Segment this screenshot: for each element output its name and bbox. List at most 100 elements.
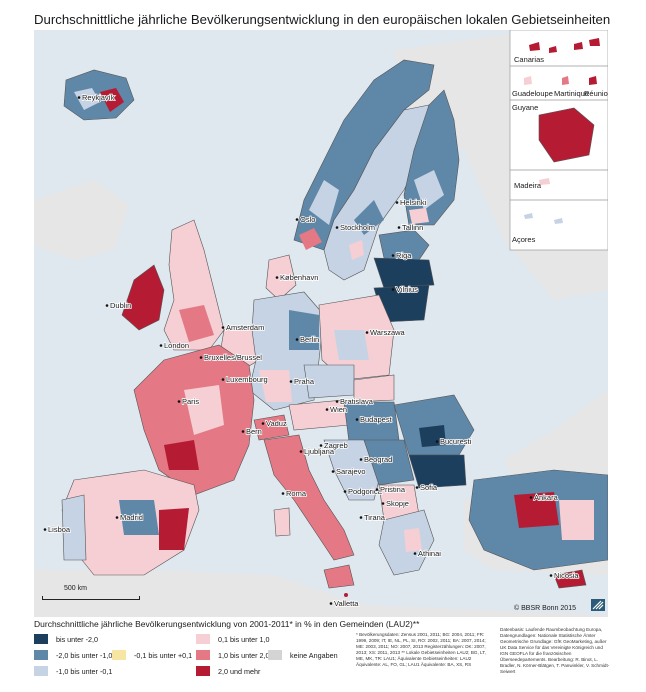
legend-item: -1,0 bis unter -0,1 [34, 666, 112, 676]
city-label: Berlin [300, 335, 319, 344]
legend-item: -0,1 bis unter +0,1 [112, 650, 192, 660]
city-label: Bruxelles/Brussel [204, 353, 262, 362]
legend-label: 2,0 und mehr [218, 666, 261, 676]
city-label: Skopje [386, 499, 409, 508]
city-label: Vilnius [396, 285, 418, 294]
city-marker [391, 254, 395, 257]
city-label: Ankara [534, 493, 559, 502]
source-notes: Datenbasis: Laufende Raumbeobachtung Eur… [500, 627, 610, 674]
city-marker [375, 488, 379, 491]
city-label: Valletta [334, 599, 359, 608]
inset-label: Canarias [514, 55, 544, 64]
city-label: Pristina [380, 485, 406, 494]
legend-swatch [196, 666, 210, 676]
city-marker [335, 226, 339, 229]
city-marker [43, 528, 47, 531]
legend-item: 0,1 bis unter 1,0 [196, 634, 270, 644]
city-label: Lisboa [48, 525, 71, 534]
legend-item: 1,0 bis unter 2,0 [196, 650, 270, 660]
copyright: © BBSR Bonn 2015 [514, 605, 576, 612]
bbsr-logo-icon [591, 599, 605, 611]
city-marker [221, 378, 225, 381]
legend-item: keine Angaben [268, 650, 338, 660]
city-label: Amsterdam [226, 323, 264, 332]
city-marker [359, 516, 363, 519]
city-marker [365, 331, 369, 334]
city-label: Praha [294, 377, 315, 386]
inset-label: Guadeloupe [512, 89, 553, 98]
city-marker [435, 440, 439, 443]
footnotes: * Bevölkerungsdaten: Zensus 2001, 2011; … [356, 632, 486, 667]
legend-title: Durchschnittliche jährliche Bevölkerungs… [34, 619, 420, 629]
city-marker [397, 226, 401, 229]
city-label: Oslo [300, 215, 315, 224]
legend-swatch [196, 650, 210, 660]
legend-item: 2,0 und mehr [196, 666, 260, 676]
inset-label: Açores [512, 235, 536, 244]
city-marker [391, 288, 395, 291]
city-marker [355, 418, 359, 421]
scale-bar-label: 500 km [64, 585, 87, 592]
legend-swatch [34, 650, 48, 660]
city-marker [359, 458, 363, 461]
city-marker [529, 496, 533, 499]
city-marker [415, 486, 419, 489]
inset-label: Réunion [584, 89, 608, 98]
legend-label: -1,0 bis unter -0,1 [56, 666, 113, 676]
city-marker [177, 400, 181, 403]
city-marker [221, 326, 225, 329]
city-label: Beograd [364, 455, 392, 464]
legend-swatch [34, 634, 48, 644]
city-marker [289, 380, 293, 383]
city-marker [549, 574, 553, 577]
city-label: Podgorica [348, 487, 383, 496]
city-label: Riga [396, 251, 412, 260]
legend-item: -2,0 bis unter -1,0 [34, 650, 112, 660]
city-marker [105, 304, 109, 307]
city-label: Ljubljana [304, 447, 335, 456]
city-label: Helsinki [400, 198, 427, 207]
city-marker [335, 400, 339, 403]
city-marker [115, 516, 119, 519]
city-marker [319, 444, 323, 447]
europe-map[interactable]: Reykjavík Oslo Stockholm Helsinki Tallinn Rig… [34, 30, 608, 617]
city-marker [413, 552, 417, 555]
city-marker [395, 201, 399, 204]
city-label: Luxembourg [226, 375, 268, 384]
city-label: Nicosia [554, 571, 579, 580]
legend-swatch [268, 650, 282, 660]
scale-bar-line [42, 596, 140, 600]
city-marker [275, 276, 279, 279]
map-area[interactable]: Reykjavík Oslo Stockholm Helsinki Tallinn Rig… [34, 30, 608, 617]
legend-swatch [112, 650, 126, 660]
city-label: København [280, 273, 318, 282]
city-label: Tallinn [402, 223, 423, 232]
city-label: Bratislava [340, 397, 374, 406]
city-label: Dublin [110, 301, 131, 310]
city-marker [281, 492, 285, 495]
scale-bar: 500 km [42, 585, 140, 600]
legend-label: 0,1 bis unter 1,0 [218, 634, 270, 644]
city-label: Sofia [420, 483, 438, 492]
legend-label: 1,0 bis unter 2,0 [218, 650, 270, 660]
city-marker [199, 356, 203, 359]
city-marker [343, 490, 347, 493]
map-title: Durchschnittliche jährliche Bevölkerungs… [34, 12, 611, 27]
inset-label: Madeira [514, 181, 542, 190]
city-label: Budapest [360, 415, 393, 424]
city-label: Wien [330, 405, 347, 414]
city-marker [159, 344, 163, 347]
legend-swatch [34, 666, 48, 676]
city-marker [295, 338, 299, 341]
legend-label: -2,0 bis unter -1,0 [56, 650, 113, 660]
city-label: Warszawa [370, 328, 406, 337]
city-marker [381, 502, 385, 505]
city-marker [331, 470, 335, 473]
city-label: Paris [182, 397, 199, 406]
city-label: Sarajevo [336, 467, 366, 476]
city-label: Athinai [418, 549, 441, 558]
city-marker [261, 422, 265, 425]
city-marker [325, 408, 329, 411]
city-marker [299, 450, 303, 453]
legend-label: bis unter -2,0 [56, 634, 98, 644]
